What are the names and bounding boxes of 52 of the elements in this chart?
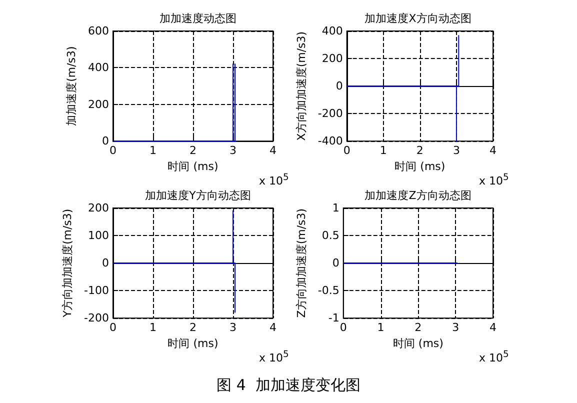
y-tick-label: 0.5 xyxy=(322,229,340,242)
x-tick-label: 3 xyxy=(230,144,236,158)
x-tick-label: 3 xyxy=(452,321,460,334)
y-tick-label: -0.5 xyxy=(318,284,340,298)
chart-title: 加加速度Y方向动态图 xyxy=(145,189,251,202)
y-tick-label: -200 xyxy=(84,312,109,325)
y-axis-title: Z方向加加速度(m/s3) xyxy=(295,208,308,318)
y-tick-label: 600 xyxy=(88,24,109,38)
x-tick-label: 2 xyxy=(416,144,424,158)
y-tick-label: 100 xyxy=(88,229,109,242)
chart-title: 加加速度Z方向动态图 xyxy=(364,189,472,202)
y-tick-label: -200 xyxy=(318,107,343,120)
y-axis-title: Y方向加加速度(m/s3) xyxy=(61,208,74,318)
x-tick-label: 4 xyxy=(270,144,276,158)
text: x 10$^{5}$ xyxy=(259,171,289,189)
y-tick-label: -100 xyxy=(84,284,109,298)
y-axis-title: X方向加加速度(m/s3) xyxy=(295,31,308,141)
y-axis-title: 加加速度(m/s3) xyxy=(65,46,78,126)
x-tick-label: 4 xyxy=(490,321,496,334)
y-tick-label: 0 xyxy=(102,134,109,148)
x-tick-label: 2 xyxy=(190,144,196,158)
y-tick-label: 400 xyxy=(322,24,343,38)
x-tick-label: 1 xyxy=(377,321,384,334)
caption: 图 4 加加速度变化图 xyxy=(216,376,362,395)
y-tick-label: -400 xyxy=(318,134,343,148)
y-tick-label: -1 xyxy=(328,312,340,325)
x-tick-label: 2 xyxy=(414,321,422,334)
y-tick-label: 200 xyxy=(88,98,109,111)
x-tick-label: 4 xyxy=(490,144,496,158)
x-tick-label: 4 xyxy=(270,321,276,334)
x-tick-label: 2 xyxy=(190,321,196,334)
text: x 10$^{5}$ xyxy=(259,348,289,366)
x-tick-label: 1 xyxy=(380,144,387,158)
chart-title: 加加速度X方向动态图 xyxy=(364,12,472,25)
text: x 10$^{5}$ xyxy=(479,171,509,189)
y-tick-label: 1 xyxy=(332,202,340,214)
y-tick-label: 0 xyxy=(336,80,343,93)
text: x 10$^{5}$ xyxy=(479,348,509,366)
y-tick-label: 400 xyxy=(88,61,109,74)
x-tick-label: 3 xyxy=(452,144,460,158)
chart-title: 加加速度动态图 xyxy=(160,12,236,25)
x-tick-label: 3 xyxy=(230,321,236,334)
x-axis-title: 时间 (ms) xyxy=(394,160,446,173)
x-axis-title: 时间 (ms) xyxy=(392,337,444,350)
y-tick-label: 0 xyxy=(102,256,109,270)
y-tick-label: 200 xyxy=(322,52,343,66)
x-tick-label: 1 xyxy=(150,321,156,334)
y-tick-label: 200 xyxy=(88,202,109,214)
x-tick-label: 1 xyxy=(150,144,156,158)
x-axis-title: 时间 (ms) xyxy=(168,337,218,350)
y-tick-label: 0 xyxy=(332,256,340,270)
x-axis-title: 时间 (ms) xyxy=(168,160,218,173)
